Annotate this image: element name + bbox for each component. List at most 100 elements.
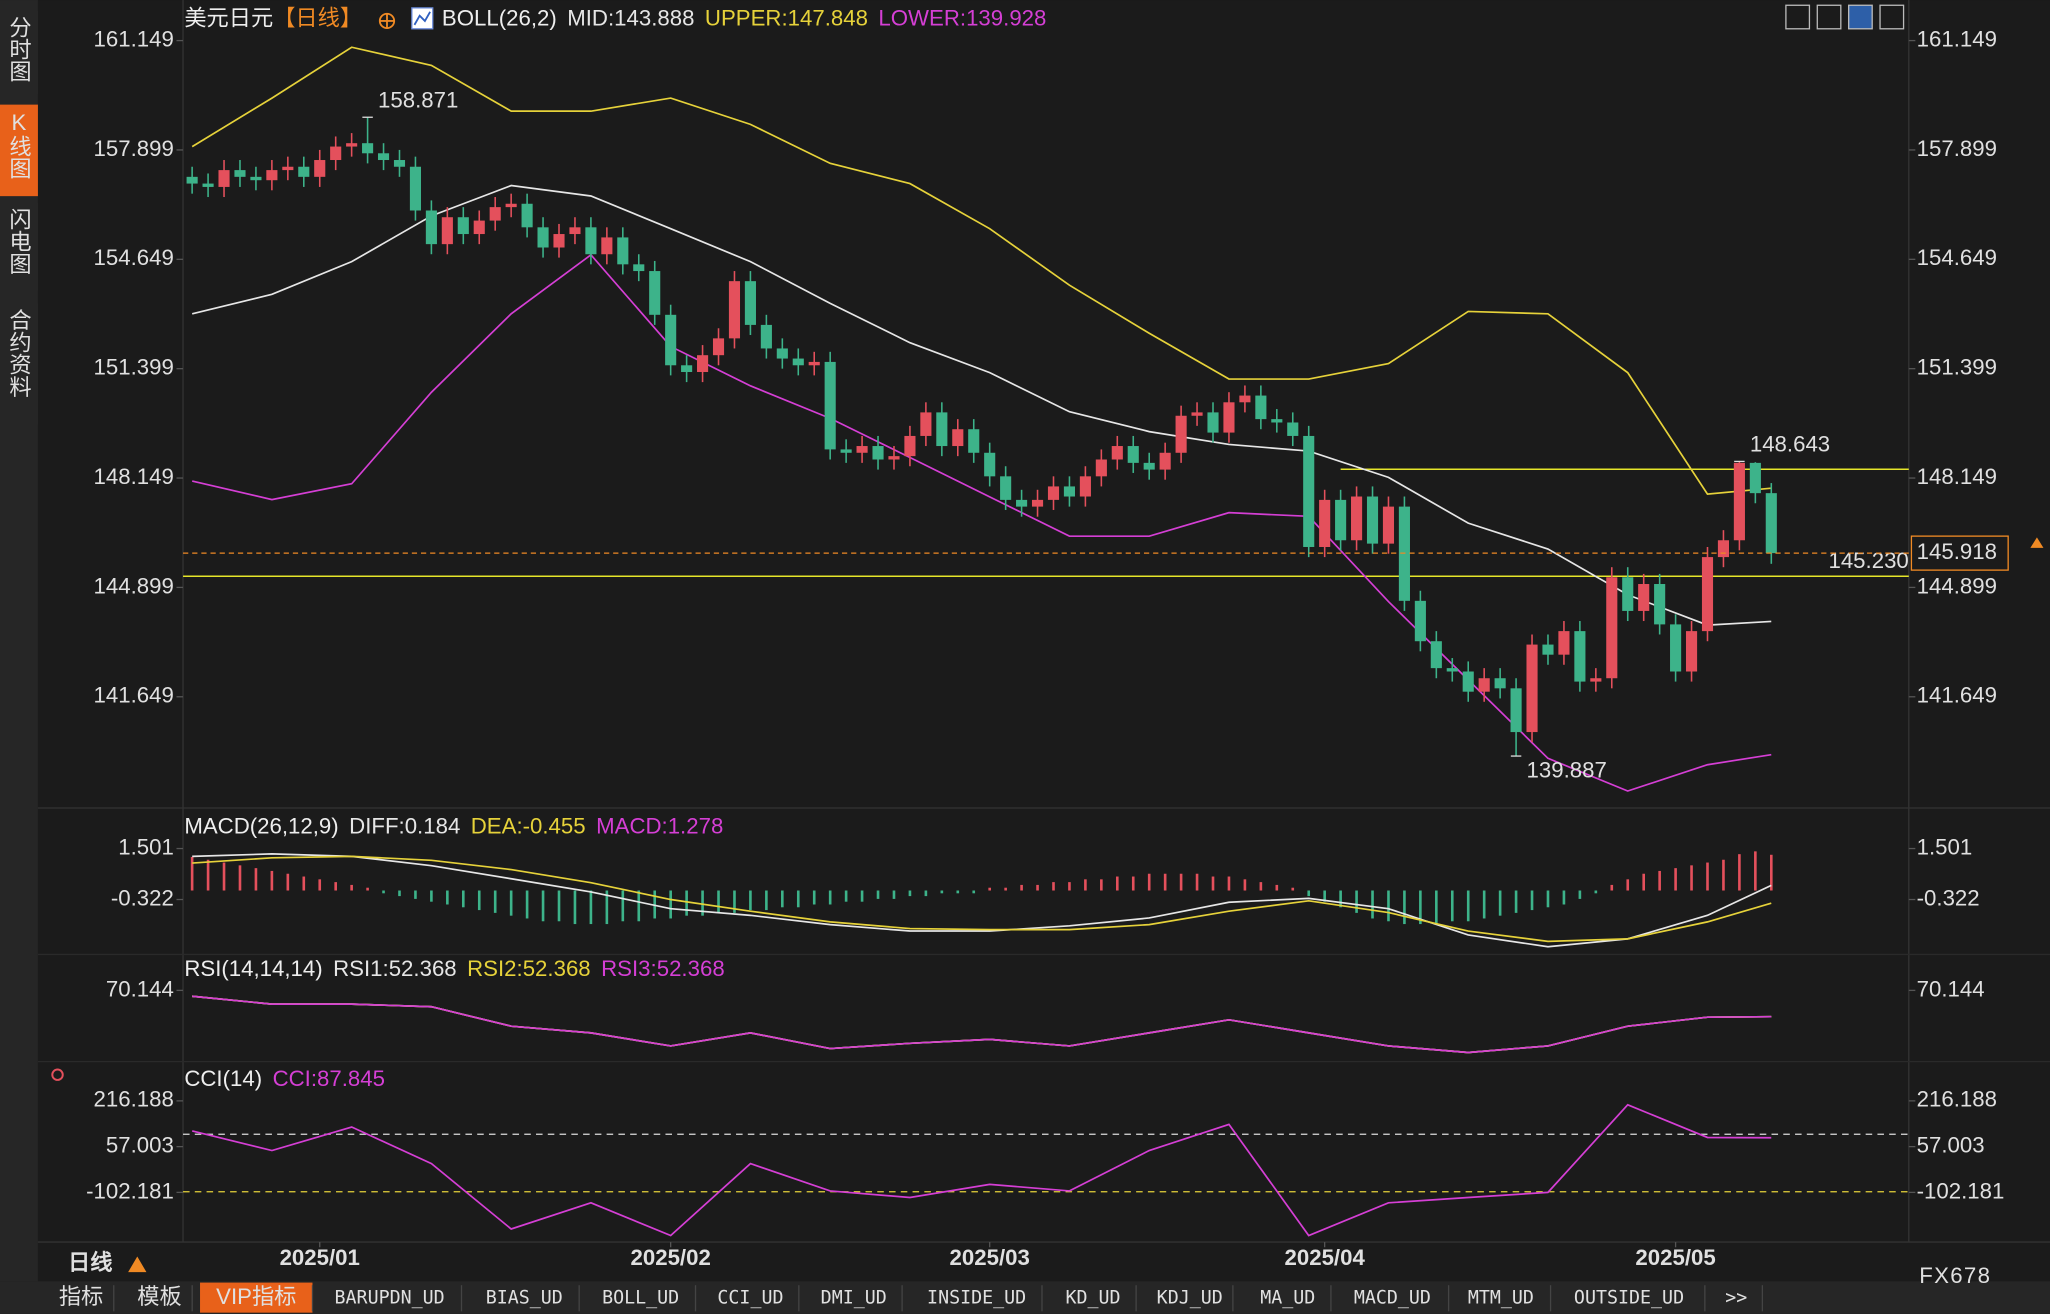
macd-bar bbox=[796, 890, 800, 908]
sidebar-tab-label[interactable]: K线图 bbox=[6, 110, 31, 180]
candle-body bbox=[537, 227, 549, 248]
macd-bar bbox=[1036, 884, 1039, 891]
macd-bar bbox=[701, 890, 704, 916]
y-tick-label: 70.144 bbox=[106, 976, 174, 1001]
legend-text: 0.184 bbox=[405, 813, 461, 838]
candle-body bbox=[920, 412, 932, 436]
candle-body bbox=[1191, 412, 1203, 416]
toolbar-button[interactable]: INSIDE_UD bbox=[927, 1287, 1026, 1308]
candle-body bbox=[1143, 462, 1155, 470]
macd-bar bbox=[1211, 876, 1215, 891]
candle-body bbox=[218, 170, 230, 187]
macd-bar bbox=[557, 890, 561, 922]
candle-body bbox=[840, 449, 852, 453]
layout-icon[interactable] bbox=[1879, 4, 1905, 30]
macd-bar bbox=[1259, 882, 1263, 891]
legend-text: CCI(14) bbox=[184, 1066, 262, 1091]
macd-bar bbox=[1546, 890, 1550, 908]
macd-bar bbox=[1658, 870, 1661, 891]
toolbar-button[interactable]: >> bbox=[1725, 1287, 1747, 1308]
macd-bar bbox=[1275, 884, 1279, 891]
sidebar-tab-label[interactable]: 合约资料 bbox=[6, 308, 31, 398]
macd-bar bbox=[1307, 890, 1311, 897]
macd-bar bbox=[749, 890, 752, 911]
layout-icon[interactable] bbox=[1785, 4, 1811, 30]
toolbar-button[interactable]: 模板 bbox=[137, 1284, 181, 1309]
macd-bar bbox=[1419, 890, 1422, 925]
macd-bar bbox=[605, 890, 609, 925]
toolbar-button[interactable]: MA_UD bbox=[1260, 1287, 1315, 1308]
y-tick-label-right: -102.181 bbox=[1917, 1178, 2005, 1203]
candle-body bbox=[1016, 499, 1028, 507]
toolbar-button[interactable]: KDJ_UD bbox=[1157, 1287, 1223, 1308]
last-price-label: 145.918 bbox=[1917, 539, 1997, 564]
candle-body bbox=[936, 412, 948, 447]
y-tick-label-right: 141.649 bbox=[1917, 683, 1997, 708]
toolbar-button[interactable]: KD_UD bbox=[1065, 1287, 1120, 1308]
macd-bar bbox=[302, 876, 306, 891]
macd-bar bbox=[206, 859, 210, 891]
settings-icon[interactable] bbox=[51, 1068, 64, 1081]
candle-body bbox=[1127, 446, 1139, 463]
toolbar-button[interactable]: BOLL_UD bbox=[602, 1287, 679, 1308]
candle-body bbox=[1239, 395, 1251, 403]
toolbar-button[interactable]: BARUPDN_UD bbox=[335, 1287, 445, 1308]
macd-bar bbox=[1195, 873, 1199, 891]
candle-body bbox=[681, 365, 693, 373]
candle-body bbox=[1590, 678, 1602, 682]
toolbar-button[interactable]: OUTSIDE_UD bbox=[1574, 1287, 1684, 1308]
candle-body bbox=[1526, 644, 1538, 733]
sidebar-tab-label[interactable]: 分时图 bbox=[6, 15, 31, 82]
sidebar-tab[interactable] bbox=[0, 202, 38, 291]
candle-body bbox=[1319, 499, 1331, 547]
candle-body bbox=[760, 324, 772, 349]
candle-body bbox=[697, 355, 709, 373]
candle-body bbox=[377, 153, 390, 161]
sidebar-tab-label[interactable]: 闪电图 bbox=[6, 207, 31, 274]
candle-body bbox=[1638, 584, 1650, 611]
x-tick-label: 2025/04 bbox=[1285, 1245, 1366, 1270]
candle-body bbox=[1430, 641, 1442, 669]
candle-body bbox=[665, 314, 677, 366]
toolbar-button[interactable]: MTM_UD bbox=[1468, 1287, 1534, 1308]
legend-text: UPPER: bbox=[705, 6, 788, 31]
y-tick-label: 157.899 bbox=[94, 136, 174, 161]
macd-line bbox=[192, 853, 1772, 948]
macd-bar bbox=[350, 884, 353, 891]
candle-body bbox=[1542, 644, 1554, 655]
layout-icon[interactable] bbox=[1848, 4, 1873, 30]
y-tick-label-right: 151.399 bbox=[1917, 355, 1997, 380]
candle-body bbox=[1047, 486, 1060, 500]
layout-icon[interactable] bbox=[1816, 4, 1842, 30]
candle-body bbox=[1670, 624, 1682, 672]
macd-bar bbox=[1466, 890, 1470, 922]
candle-body bbox=[362, 143, 374, 154]
sidebar-tab[interactable] bbox=[0, 303, 38, 425]
candle-body bbox=[1303, 435, 1315, 547]
candle-body bbox=[489, 207, 501, 221]
toolbar-button[interactable]: DMI_UD bbox=[821, 1287, 887, 1308]
candle-body bbox=[425, 210, 437, 245]
macd-bar bbox=[1435, 890, 1438, 925]
macd-bar bbox=[238, 865, 242, 891]
candle-body bbox=[904, 435, 916, 457]
candle-body bbox=[1622, 577, 1634, 611]
sidebar-tab[interactable] bbox=[0, 104, 38, 197]
toolbar-button[interactable]: MACD_UD bbox=[1354, 1287, 1431, 1308]
toolbar-button[interactable]: 指标 bbox=[59, 1284, 103, 1309]
candle-body bbox=[1414, 600, 1426, 642]
toolbar-button[interactable]: VIP指标 bbox=[216, 1284, 296, 1309]
period-arrow[interactable] bbox=[128, 1256, 147, 1273]
y-tick-label-right: 1.501 bbox=[1917, 834, 1973, 859]
toolbar-button[interactable]: CCI_UD bbox=[717, 1287, 783, 1308]
macd-bar bbox=[828, 890, 832, 905]
candle-body bbox=[1335, 499, 1347, 541]
candle-body bbox=[792, 358, 804, 366]
macd-bar bbox=[956, 890, 960, 894]
macd-bar bbox=[1626, 879, 1630, 891]
toolbar-button[interactable]: BIAS_UD bbox=[486, 1287, 563, 1308]
sidebar-tab[interactable] bbox=[0, 10, 38, 95]
macd-bar bbox=[1514, 890, 1518, 913]
macd-bar bbox=[1355, 890, 1358, 913]
